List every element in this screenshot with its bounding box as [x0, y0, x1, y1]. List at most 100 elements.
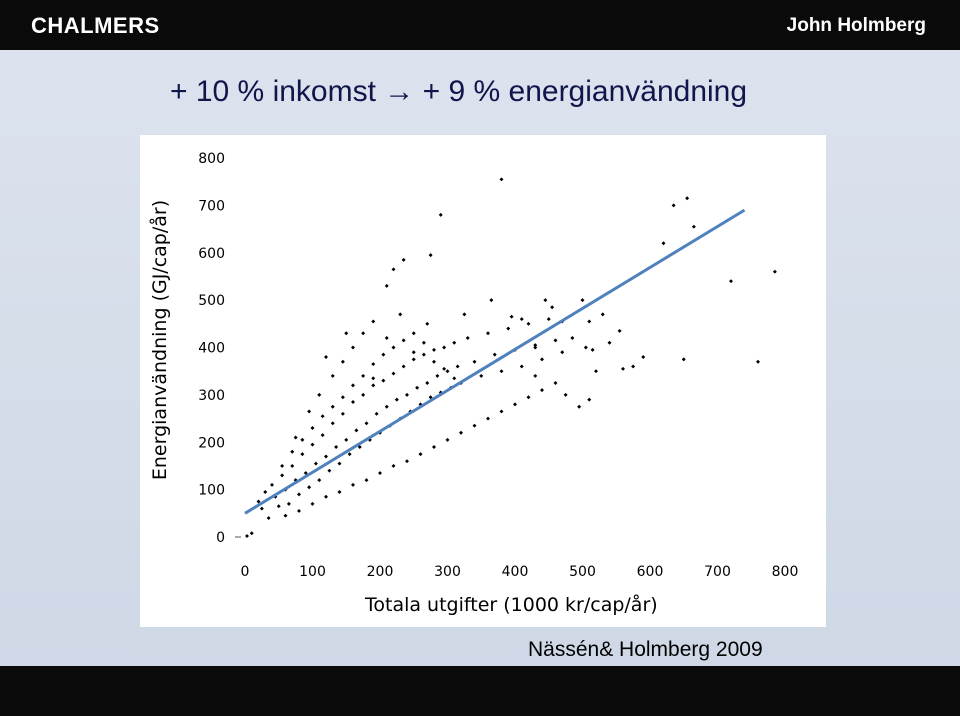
data-point: [570, 336, 575, 341]
data-point: [526, 321, 531, 326]
data-point: [580, 298, 585, 303]
data-point: [405, 392, 409, 397]
data-point: [432, 347, 436, 352]
data-point: [374, 411, 379, 416]
data-point: [364, 478, 369, 483]
data-point: [587, 397, 592, 402]
data-point: [519, 317, 524, 322]
data-point: [465, 336, 470, 341]
data-point: [361, 392, 366, 397]
data-point: [442, 345, 447, 350]
data-point: [334, 445, 339, 449]
data-point: [364, 421, 369, 426]
data-point: [499, 177, 504, 182]
data-point: [499, 369, 504, 374]
data-point: [337, 461, 342, 466]
data-point: [621, 366, 625, 371]
data-point: [259, 506, 264, 511]
data-point: [540, 357, 544, 362]
data-point: [286, 501, 291, 506]
data-point: [452, 376, 457, 381]
x-axis-label: Totala utgifter (1000 kr/cap/år): [365, 594, 658, 616]
data-point: [313, 461, 318, 466]
data-point: [486, 416, 490, 421]
data-point: [415, 385, 420, 390]
data-point: [519, 364, 524, 369]
data-point: [351, 383, 355, 388]
data-point: [506, 326, 511, 331]
data-point: [310, 426, 315, 431]
data-point: [384, 404, 389, 409]
data-point: [351, 482, 355, 487]
data-point: [425, 381, 430, 386]
y-tick-label: 500: [198, 293, 225, 309]
data-point: [371, 362, 376, 367]
data-point: [337, 490, 342, 494]
data-point: [263, 490, 268, 494]
data-point: [445, 437, 450, 442]
data-point: [330, 421, 335, 426]
x-tick-label: 300: [434, 564, 461, 580]
data-point: [280, 463, 285, 468]
data-point: [756, 359, 760, 364]
data-point: [391, 267, 396, 272]
x-tick-label: 400: [502, 564, 529, 580]
data-point: [499, 409, 504, 414]
data-point: [543, 298, 548, 303]
data-point: [425, 321, 430, 326]
data-point: [347, 452, 352, 457]
data-point: [340, 411, 345, 416]
data-point: [320, 433, 325, 438]
trend-line: [244, 208, 746, 515]
y-tick-label: 400: [198, 341, 225, 357]
data-point: [587, 319, 592, 324]
data-point: [330, 404, 335, 409]
data-point: [685, 196, 690, 201]
data-point: [607, 340, 612, 345]
data-point: [290, 463, 295, 468]
data-point: [729, 279, 733, 284]
author-name: John Holmberg: [786, 15, 926, 36]
data-point: [455, 364, 460, 369]
data-point: [560, 350, 565, 355]
data-point: [310, 442, 315, 447]
data-point: [270, 482, 274, 487]
data-point: [371, 319, 376, 324]
data-point: [661, 241, 666, 246]
data-point: [631, 364, 636, 369]
data-point: [297, 492, 301, 497]
data-point: [617, 328, 622, 333]
title-left: + 10 % inkomst: [170, 75, 376, 108]
data-point: [290, 449, 295, 454]
data-point: [276, 504, 281, 509]
data-point: [324, 354, 328, 359]
data-point: [772, 269, 777, 274]
x-tick-label: 200: [367, 564, 394, 580]
data-point: [391, 463, 396, 468]
x-tick-label: 0: [241, 564, 250, 580]
header-bar: CHALMERS John Holmberg: [0, 0, 960, 50]
data-point: [459, 430, 463, 435]
data-point: [300, 452, 305, 457]
data-point: [452, 340, 457, 345]
data-point: [303, 471, 308, 476]
y-tick-label: 200: [198, 435, 225, 451]
data-point: [411, 331, 416, 336]
x-tick-label: 800: [772, 564, 799, 580]
data-point: [310, 501, 315, 506]
data-point: [344, 331, 349, 336]
data-point: [442, 366, 447, 371]
data-point: [445, 369, 450, 374]
data-point: [550, 305, 555, 310]
y-tick-label: 100: [198, 483, 225, 499]
data-point: [398, 312, 403, 317]
y-tick-label: 300: [198, 388, 225, 404]
data-point: [351, 345, 355, 350]
data-point: [553, 338, 558, 343]
data-point: [324, 494, 328, 499]
data-point: [381, 378, 386, 383]
citation: Nässén& Holmberg 2009: [528, 638, 763, 661]
data-point: [401, 257, 406, 262]
data-point: [249, 531, 254, 536]
